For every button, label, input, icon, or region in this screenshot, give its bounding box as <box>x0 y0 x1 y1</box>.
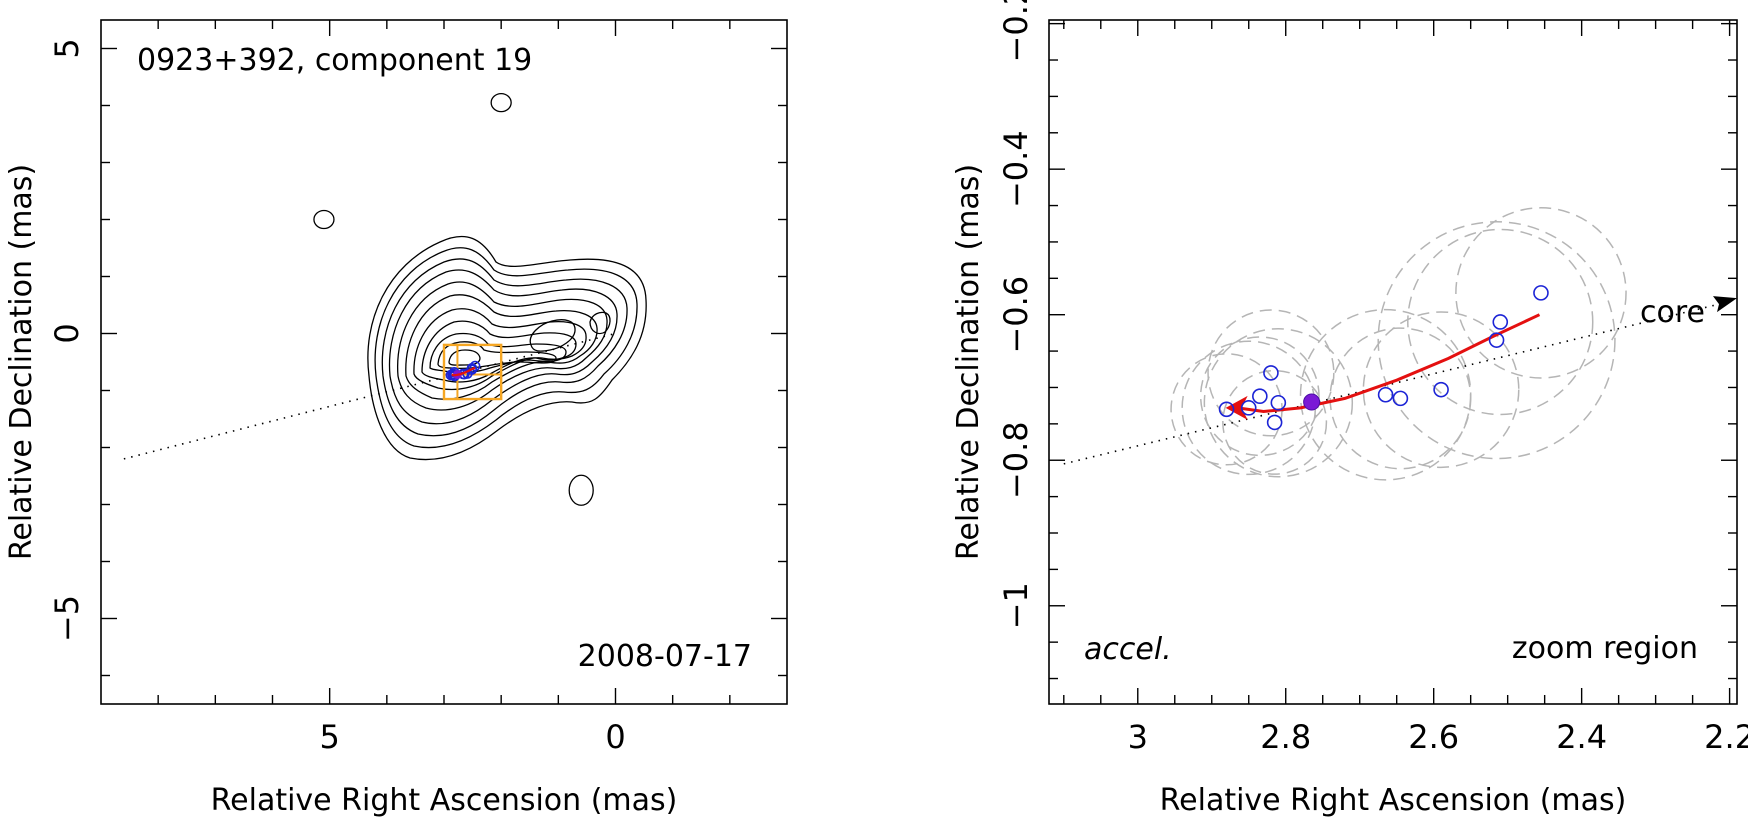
core-direction-arrow <box>1713 296 1737 313</box>
fitted-trajectory <box>1237 313 1541 413</box>
uncertainty-circle <box>1222 369 1328 475</box>
mini-trajectory <box>445 360 481 382</box>
observed-point <box>1488 332 1505 348</box>
isolated-contour <box>313 209 335 230</box>
reference-point <box>1303 393 1321 411</box>
observed-point <box>1266 414 1283 431</box>
right-x-tick-label: 3 <box>1128 718 1148 756</box>
mini-fitted-trajectory <box>451 366 476 377</box>
uncertainty-circle <box>1362 311 1520 469</box>
right-y-tick-label: −0.2 <box>997 0 1035 62</box>
right-y-tick-label: −0.4 <box>997 130 1035 208</box>
mini-observed-point <box>466 362 478 374</box>
contour-level-11 <box>448 349 481 366</box>
right-y-tick-label: −0.8 <box>997 421 1035 499</box>
left-y-tick-label: −5 <box>48 595 86 642</box>
right-x-tick-label: 2.8 <box>1260 718 1311 756</box>
observed-point <box>1263 365 1279 381</box>
right-plot-frame <box>1048 19 1738 705</box>
uncertainty-circle <box>1377 221 1616 460</box>
trajectory-arrowhead <box>1225 395 1248 420</box>
left-x-tick-label: 5 <box>319 718 339 756</box>
right-ridge-line <box>1063 303 1720 465</box>
right-x-tick-label: 2.6 <box>1408 718 1459 756</box>
observed-point <box>1533 285 1549 301</box>
observed-point <box>1218 401 1235 418</box>
uncertainty-circles <box>1170 207 1627 481</box>
right-x-tick-label: 2.2 <box>1704 718 1748 756</box>
contour-level-8 <box>421 320 577 383</box>
contour-level-4 <box>388 269 618 425</box>
observed-point <box>1377 386 1394 403</box>
contour-level-6 <box>405 294 598 400</box>
left-x-tick-label: 0 <box>605 718 625 756</box>
uncertainty-circle <box>1329 327 1472 470</box>
left-y-tick-label: 0 <box>48 323 86 343</box>
observed-point <box>1252 388 1268 405</box>
uncertainty-circle <box>1170 353 1283 466</box>
observed-points <box>1218 285 1549 431</box>
right-x-tick-label: 2.4 <box>1556 718 1607 756</box>
right-y-axis-label: Relative Declination (mas) <box>951 164 986 560</box>
mini-observed-point <box>469 360 481 372</box>
observed-point <box>1433 381 1449 398</box>
isolated-contour <box>568 474 594 506</box>
contour-level-13 <box>589 311 611 335</box>
observed-point <box>1270 394 1287 411</box>
right-y-tick-label: −0.6 <box>997 276 1035 354</box>
left-y-tick-label: 5 <box>48 38 86 58</box>
contour-level-7 <box>413 308 587 391</box>
right-y-tick-label: −1 <box>997 582 1035 629</box>
core-label: core <box>1640 295 1705 330</box>
right-x-axis-label: Relative Right Ascension (mas) <box>1160 783 1627 818</box>
left-x-axis-label: Relative Right Ascension (mas) <box>211 783 678 818</box>
left-date-label: 2008-07-17 <box>578 639 752 674</box>
left-panel-title: 0923+392, component 19 <box>137 43 532 78</box>
observed-point <box>1492 314 1509 330</box>
contour-level-12 <box>529 319 576 352</box>
uncertainty-circle <box>1181 340 1317 476</box>
contour-level-2 <box>374 247 638 449</box>
uncertainty-circle <box>1207 309 1335 437</box>
contour-group <box>367 235 647 461</box>
zoom-region-label: zoom region <box>1512 631 1698 666</box>
uncertainty-circle <box>1407 228 1594 416</box>
contour-level-1 <box>367 235 647 461</box>
accel-label: accel. <box>1084 632 1172 667</box>
observed-point <box>1392 390 1409 407</box>
observed-point <box>1240 400 1257 416</box>
zoom-region-box <box>442 343 503 401</box>
left-y-axis-label: Relative Declination (mas) <box>4 164 39 560</box>
isolated-contour <box>490 93 512 113</box>
uncertainty-circle <box>1203 328 1354 478</box>
contour-level-3 <box>381 258 628 437</box>
uncertainty-circle <box>1199 336 1320 457</box>
uncertainty-circle <box>1455 207 1627 379</box>
